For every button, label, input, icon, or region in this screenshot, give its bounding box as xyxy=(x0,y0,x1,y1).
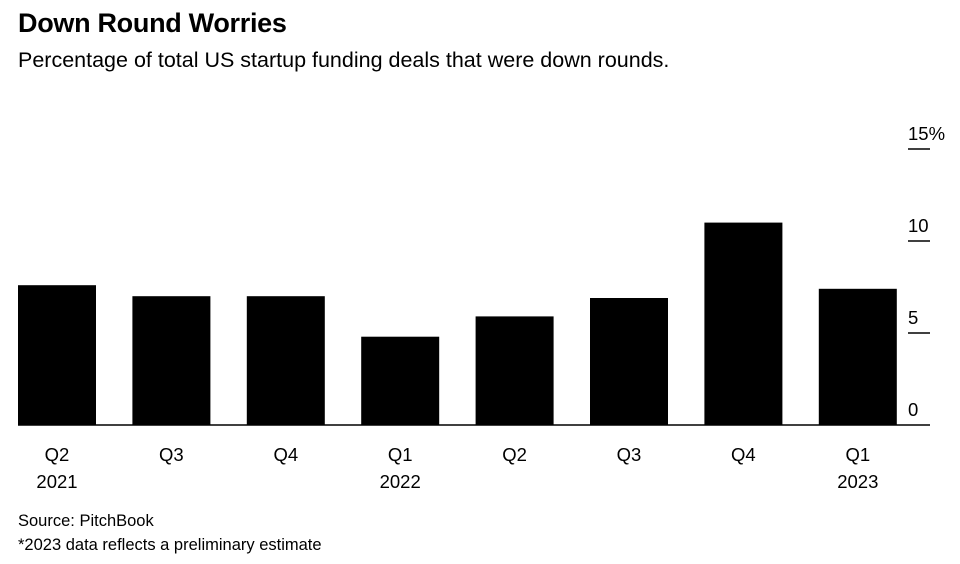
bar-chart: 0 5 10 15% Q2 2021 Q3 Q4 Q1 2022 Q2 Q3 Q4 Q1 2023 xyxy=(18,123,945,492)
y-tick-label: 5 xyxy=(908,307,918,328)
y-tick-label: 15% xyxy=(908,123,945,144)
x-tick-label: Q2 xyxy=(502,444,527,465)
chart-title: Down Round Worries xyxy=(18,8,287,38)
bar-q3-2022 xyxy=(590,298,668,425)
y-tick-label: 0 xyxy=(908,399,918,420)
x-tick-label: Q2 xyxy=(45,444,70,465)
y-tick-label: 10 xyxy=(908,215,929,236)
bar-q2-2022 xyxy=(475,316,554,425)
x-tick-label: Q1 xyxy=(845,444,870,465)
bar-q1-2022 xyxy=(361,336,440,425)
bar-q3-2021 xyxy=(132,296,211,425)
x-tick-year-label: 2023 xyxy=(837,471,878,492)
x-tick-year-label: 2021 xyxy=(36,471,77,492)
x-tick-label: Q4 xyxy=(731,444,756,465)
chart-footnote: *2023 data reflects a preliminary estima… xyxy=(18,536,322,554)
bar-q4-2021 xyxy=(246,296,325,425)
x-tick-label: Q3 xyxy=(159,444,184,465)
x-tick-label: Q4 xyxy=(273,444,298,465)
bar-q1-2023 xyxy=(818,288,897,425)
x-tick-label: Q3 xyxy=(617,444,642,465)
bar-q2-2021 xyxy=(18,285,96,425)
bar-q4-2022 xyxy=(704,222,783,425)
chart-source: Source: PitchBook xyxy=(18,512,154,530)
chart-subtitle: Percentage of total US startup funding d… xyxy=(18,48,670,72)
x-tick-year-label: 2022 xyxy=(380,471,421,492)
x-tick-label: Q1 xyxy=(388,444,413,465)
